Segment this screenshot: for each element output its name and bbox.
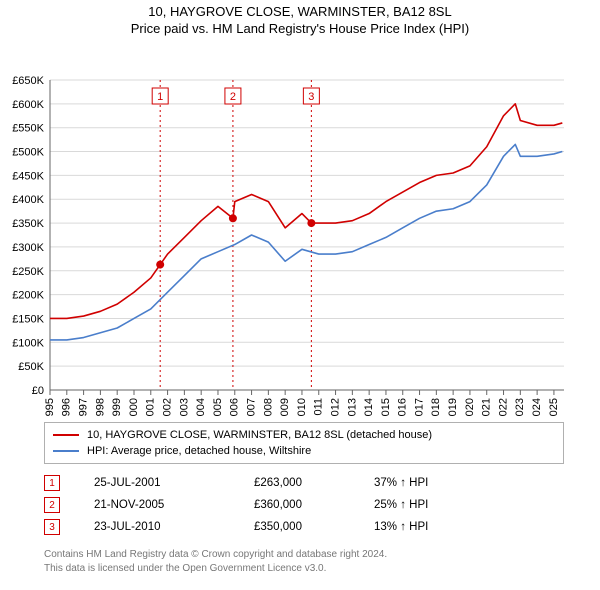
svg-text:2014: 2014 (363, 398, 375, 416)
sale-price: £350,000 (254, 521, 374, 533)
table-row: 2 21-NOV-2005 £360,000 25% ↑ HPI (44, 494, 564, 516)
svg-text:£100K: £100K (12, 337, 44, 349)
svg-text:2010: 2010 (296, 398, 308, 416)
svg-text:2: 2 (230, 91, 236, 103)
svg-text:2024: 2024 (531, 398, 543, 416)
svg-text:2019: 2019 (447, 398, 459, 416)
svg-text:2021: 2021 (481, 398, 493, 416)
sale-marker-icon: 3 (44, 519, 60, 535)
svg-text:£450K: £450K (12, 170, 44, 182)
table-row: 1 25-JUL-2001 £263,000 37% ↑ HPI (44, 472, 564, 494)
svg-text:£550K: £550K (12, 123, 44, 135)
svg-text:2003: 2003 (178, 398, 190, 416)
svg-text:2004: 2004 (195, 398, 207, 416)
svg-text:2002: 2002 (161, 398, 173, 416)
sale-marker-icon: 1 (44, 475, 60, 491)
svg-text:2006: 2006 (229, 398, 241, 416)
svg-text:2020: 2020 (464, 398, 476, 416)
sale-date: 25-JUL-2001 (94, 477, 254, 489)
legend-item: HPI: Average price, detached house, Wilt… (53, 443, 555, 459)
svg-text:2007: 2007 (245, 398, 257, 416)
svg-text:2016: 2016 (397, 398, 409, 416)
svg-text:2017: 2017 (413, 398, 425, 416)
svg-text:1995: 1995 (44, 398, 56, 416)
legend: 10, HAYGROVE CLOSE, WARMINSTER, BA12 8SL… (44, 422, 564, 464)
svg-text:2005: 2005 (212, 398, 224, 416)
svg-text:2009: 2009 (279, 398, 291, 416)
svg-text:2015: 2015 (380, 398, 392, 416)
svg-text:1998: 1998 (94, 398, 106, 416)
legend-label: 10, HAYGROVE CLOSE, WARMINSTER, BA12 8SL… (87, 429, 432, 441)
svg-text:£650K: £650K (12, 75, 44, 87)
svg-text:2022: 2022 (497, 398, 509, 416)
svg-text:£600K: £600K (12, 99, 44, 111)
sale-vs-hpi: 13% ↑ HPI (374, 521, 514, 533)
svg-text:2000: 2000 (128, 398, 140, 416)
svg-text:£150K: £150K (12, 313, 44, 325)
attribution-line: This data is licensed under the Open Gov… (44, 562, 564, 576)
sale-date: 21-NOV-2005 (94, 499, 254, 511)
legend-swatch-hpi (53, 450, 79, 452)
svg-text:£200K: £200K (12, 290, 44, 302)
svg-text:2011: 2011 (313, 398, 325, 416)
svg-text:2018: 2018 (430, 398, 442, 416)
chart-title-address: 10, HAYGROVE CLOSE, WARMINSTER, BA12 8SL (0, 4, 600, 19)
sales-table: 1 25-JUL-2001 £263,000 37% ↑ HPI 2 21-NO… (44, 472, 564, 538)
svg-text:£400K: £400K (12, 194, 44, 206)
legend-item: 10, HAYGROVE CLOSE, WARMINSTER, BA12 8SL… (53, 427, 555, 443)
svg-text:£500K: £500K (12, 147, 44, 159)
svg-text:2023: 2023 (514, 398, 526, 416)
svg-text:2008: 2008 (262, 398, 274, 416)
svg-text:£50K: £50K (18, 361, 44, 373)
sale-price: £263,000 (254, 477, 374, 489)
svg-text:2001: 2001 (145, 398, 157, 416)
legend-label: HPI: Average price, detached house, Wilt… (87, 445, 311, 457)
sale-date: 23-JUL-2010 (94, 521, 254, 533)
svg-text:2012: 2012 (329, 398, 341, 416)
svg-text:2025: 2025 (548, 398, 560, 416)
svg-text:£350K: £350K (12, 218, 44, 230)
svg-text:£0: £0 (32, 385, 44, 397)
attribution-line: Contains HM Land Registry data © Crown c… (44, 548, 564, 562)
chart-title-sub: Price paid vs. HM Land Registry's House … (0, 21, 600, 36)
sale-price: £360,000 (254, 499, 374, 511)
svg-text:1996: 1996 (61, 398, 73, 416)
svg-text:£300K: £300K (12, 242, 44, 254)
svg-text:3: 3 (308, 91, 314, 103)
sale-vs-hpi: 37% ↑ HPI (374, 477, 514, 489)
sale-vs-hpi: 25% ↑ HPI (374, 499, 514, 511)
table-row: 3 23-JUL-2010 £350,000 13% ↑ HPI (44, 516, 564, 538)
legend-swatch-subject (53, 434, 79, 436)
sale-marker-icon: 2 (44, 497, 60, 513)
chart: £0 £50K £100K £150K £200K £250K £300K £350K £400… (0, 36, 600, 416)
svg-text:1: 1 (157, 91, 163, 103)
svg-text:2013: 2013 (346, 398, 358, 416)
svg-text:1997: 1997 (78, 398, 90, 416)
svg-text:£250K: £250K (12, 266, 44, 278)
svg-text:1999: 1999 (111, 398, 123, 416)
attribution: Contains HM Land Registry data © Crown c… (44, 548, 564, 575)
